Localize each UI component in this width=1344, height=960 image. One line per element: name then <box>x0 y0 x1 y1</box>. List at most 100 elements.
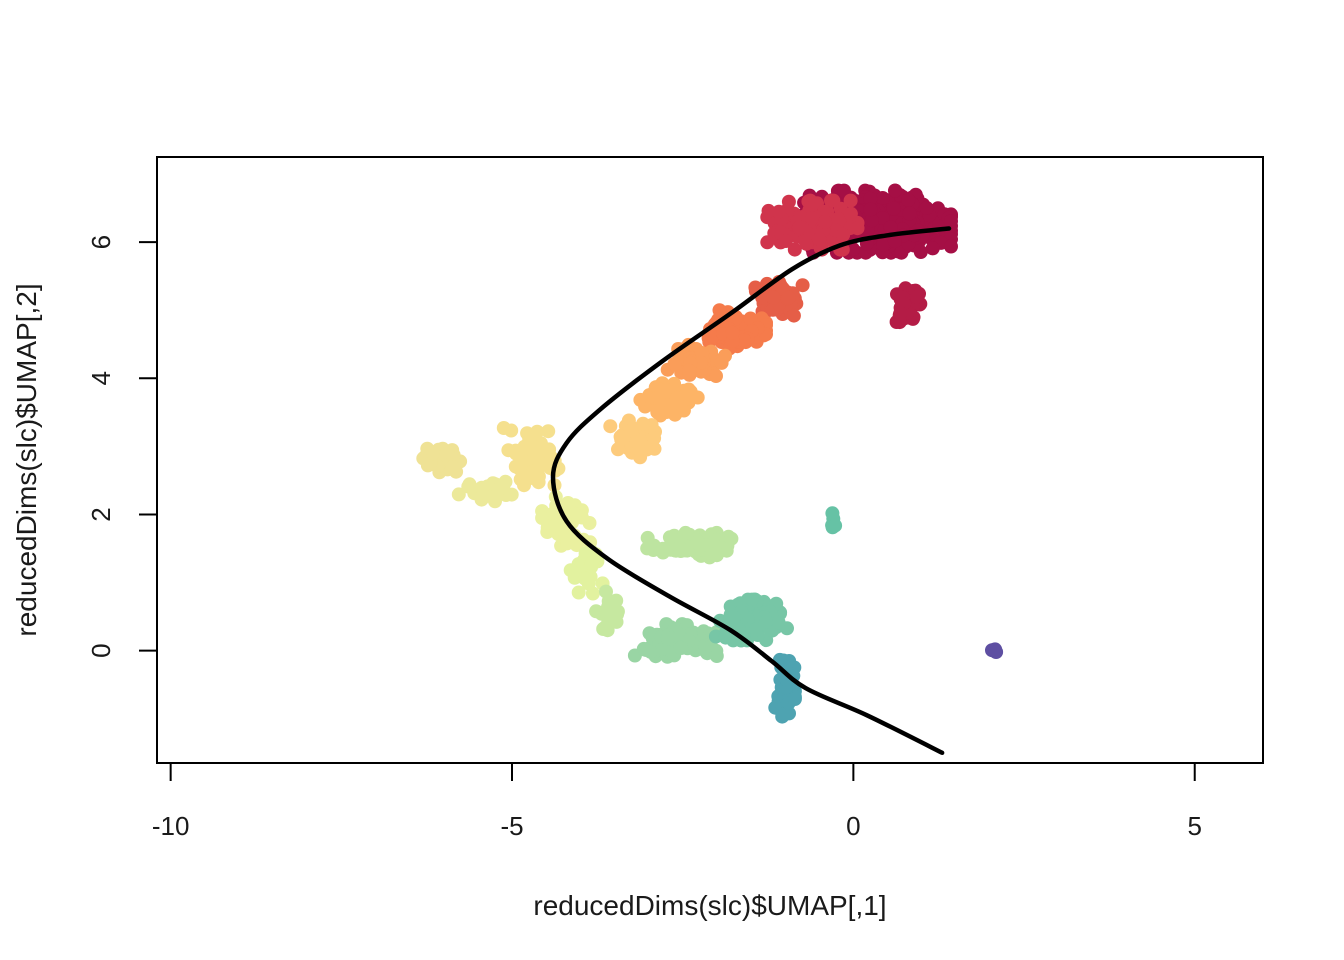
x-tick-label: -10 <box>152 811 190 841</box>
data-point <box>786 308 801 323</box>
data-point <box>451 487 466 502</box>
data-point <box>493 480 508 494</box>
data-point <box>781 290 796 305</box>
data-point <box>718 630 733 645</box>
data-point <box>759 614 773 629</box>
data-point <box>775 709 790 724</box>
data-point <box>607 604 622 619</box>
data-point <box>760 235 775 250</box>
data-point <box>748 622 763 637</box>
data-point <box>909 290 924 304</box>
data-point <box>440 444 455 459</box>
data-point <box>709 369 723 383</box>
data-point <box>694 355 708 370</box>
data-point <box>640 530 655 545</box>
data-point <box>525 471 540 486</box>
data-point <box>837 183 851 198</box>
data-point <box>887 234 902 249</box>
data-point <box>725 325 740 340</box>
data-point <box>771 615 786 630</box>
data-point <box>744 592 759 607</box>
data-point <box>761 203 776 218</box>
x-axis-title: reducedDims(slc)$UMAP[,1] <box>533 890 886 921</box>
data-point <box>611 442 625 457</box>
data-point <box>640 541 655 556</box>
y-tick-label: 0 <box>86 643 116 657</box>
data-point <box>795 278 810 293</box>
data-point <box>771 204 786 219</box>
data-point <box>726 610 741 624</box>
data-point <box>989 645 1004 659</box>
data-point <box>893 306 908 321</box>
data-point <box>682 363 697 378</box>
data-point <box>656 545 670 560</box>
data-point <box>944 239 958 254</box>
y-axis-title: reducedDims(slc)$UMAP[,2] <box>11 283 42 636</box>
data-point <box>902 206 917 221</box>
data-point <box>669 391 684 406</box>
data-point <box>660 631 675 646</box>
data-point <box>673 640 688 655</box>
data-point <box>584 556 599 571</box>
data-point <box>539 443 554 458</box>
data-point <box>825 506 840 521</box>
data-point <box>647 431 662 446</box>
data-point <box>667 357 682 371</box>
data-point <box>672 540 687 555</box>
plot-frame <box>156 156 1264 764</box>
data-point <box>705 329 720 344</box>
data-point <box>805 211 820 226</box>
data-point <box>766 290 781 305</box>
data-point <box>585 586 600 601</box>
data-point <box>850 221 865 236</box>
trajectory-curve <box>550 226 952 756</box>
data-point <box>651 390 666 405</box>
data-point <box>571 585 586 600</box>
data-point <box>709 649 724 663</box>
data-point <box>876 237 891 252</box>
points-layer <box>416 183 1004 724</box>
data-point <box>508 459 523 474</box>
data-point <box>828 518 843 533</box>
x-tick-label: 0 <box>846 811 860 841</box>
data-point <box>697 538 712 552</box>
data-point <box>718 348 732 363</box>
data-point <box>886 201 901 216</box>
data-point <box>445 460 460 474</box>
y-tick-label: 6 <box>86 235 116 249</box>
data-point <box>426 446 440 461</box>
data-point <box>603 419 618 434</box>
data-point <box>792 220 807 235</box>
data-point <box>944 214 958 229</box>
data-point <box>724 531 739 546</box>
data-point <box>535 511 550 525</box>
data-point <box>577 571 592 586</box>
x-tick-label: 5 <box>1187 811 1201 841</box>
data-point <box>778 234 793 248</box>
data-point <box>818 215 832 230</box>
data-point <box>737 333 752 348</box>
y-axis: 0 2 4 6 <box>86 235 158 658</box>
data-point <box>836 228 851 242</box>
data-point <box>616 431 631 446</box>
data-point <box>864 213 879 228</box>
data-point <box>919 201 934 215</box>
data-point <box>863 191 878 206</box>
data-point <box>474 480 489 495</box>
data-point <box>875 211 890 225</box>
x-tick-label: -5 <box>500 811 523 841</box>
data-point <box>743 311 758 326</box>
data-point <box>630 435 645 450</box>
data-point <box>712 303 727 318</box>
data-point <box>709 548 724 563</box>
data-point <box>843 206 858 221</box>
x-axis: -10 -5 0 5 <box>152 762 1202 841</box>
data-point <box>846 242 860 257</box>
data-point <box>519 439 533 454</box>
data-point <box>863 202 878 217</box>
data-point <box>541 424 556 439</box>
data-point <box>781 194 796 209</box>
data-point <box>787 692 802 706</box>
data-point <box>812 232 827 247</box>
